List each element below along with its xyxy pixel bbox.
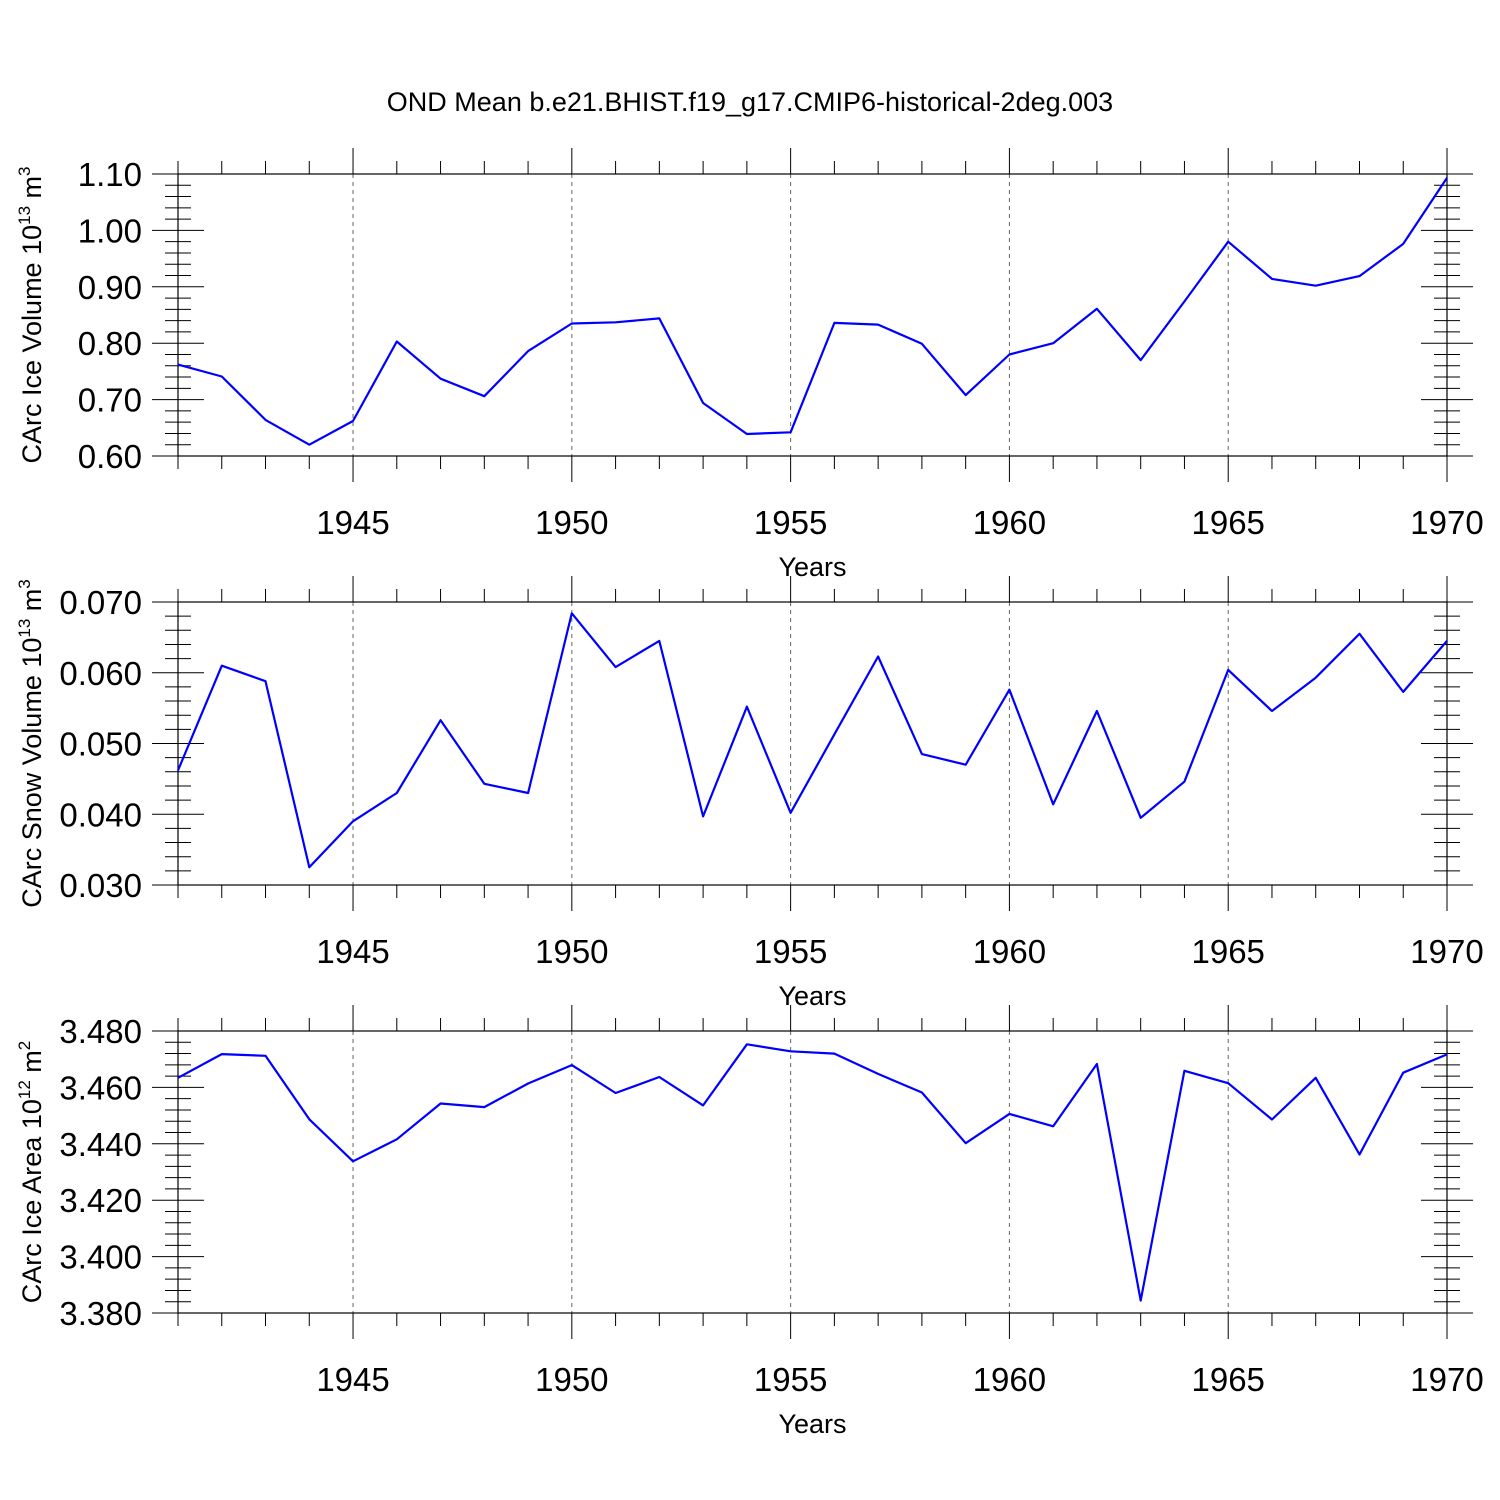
y-axis-label: CArc Ice Area 1012 m2	[15, 1041, 47, 1304]
x-tick-label-1945: 1945	[316, 1361, 389, 1398]
figure-title: OND Mean b.e21.BHIST.f19_g17.CMIP6-histo…	[387, 87, 1113, 117]
x-axis-label: Years	[778, 1409, 846, 1439]
x-tick-label-1965: 1965	[1191, 504, 1264, 541]
x-tick-label-1970: 1970	[1410, 933, 1483, 970]
x-tick-label-1965: 1965	[1191, 1361, 1264, 1398]
x-tick-label-1970: 1970	[1410, 504, 1483, 541]
x-tick-label-1960: 1960	[973, 1361, 1046, 1398]
y-tick-label-3.400: 3.400	[59, 1239, 142, 1276]
series-line-1	[177, 1043, 1448, 1302]
y-tick-label-0.050: 0.050	[59, 726, 142, 763]
plot-frame	[177, 1030, 1448, 1314]
x-axis-label: Years	[778, 981, 846, 1011]
y-tick-label-0.70: 0.70	[78, 382, 142, 419]
panel-1: 0.60 0.70 0.80 0.90 1.00 1.10 1945 1950 1955 1960…	[15, 148, 1484, 582]
x-tick-label-1960: 1960	[973, 504, 1046, 541]
x-tick-label-1945: 1945	[316, 504, 389, 541]
y-tick-label-3.460: 3.460	[59, 1069, 142, 1106]
series-line-1	[176, 612, 1448, 869]
x-tick-label-1950: 1950	[535, 933, 608, 970]
x-tick-label-1955: 1955	[754, 1361, 827, 1398]
plot-frame	[177, 173, 1448, 457]
y-tick-label-0.030: 0.030	[59, 867, 142, 904]
x-tick-label-1965: 1965	[1191, 933, 1264, 970]
y-tick-label-3.380: 3.380	[59, 1295, 142, 1332]
series-line-1	[177, 177, 1448, 446]
y-tick-label-3.440: 3.440	[59, 1126, 142, 1163]
x-axis-label: Years	[778, 552, 846, 582]
y-tick-label-0.040: 0.040	[59, 796, 142, 833]
y-tick-label-0.060: 0.060	[59, 655, 142, 692]
panel-2: 0.030 0.040 0.050 0.060 0.070 1945 1950 1955 196…	[15, 576, 1484, 1011]
y-tick-label-3.420: 3.420	[59, 1182, 142, 1219]
y-tick-label-0.070: 0.070	[59, 584, 142, 621]
x-tick-label-1950: 1950	[535, 504, 608, 541]
y-tick-label-0.90: 0.90	[78, 269, 142, 306]
y-tick-label-0.80: 0.80	[78, 325, 142, 362]
panel-3: 3.380 3.400 3.420 3.440 3.460 3.480 1945 1950 19…	[15, 1005, 1484, 1439]
y-tick-label-0.60: 0.60	[78, 438, 142, 475]
x-tick-label-1970: 1970	[1410, 1361, 1483, 1398]
y-tick-label-1.10: 1.10	[78, 156, 142, 193]
panels: 0.60 0.70 0.80 0.90 1.00 1.10 1945 1950 1955 1960…	[15, 148, 1484, 1439]
y-axis-label: CArc Ice Volume 1013 m3	[15, 166, 47, 463]
y-tick-label-1.00: 1.00	[78, 212, 142, 249]
x-tick-label-1960: 1960	[973, 933, 1046, 970]
x-tick-label-1955: 1955	[754, 504, 827, 541]
x-tick-label-1950: 1950	[535, 1361, 608, 1398]
x-tick-label-1955: 1955	[754, 933, 827, 970]
y-tick-label-3.480: 3.480	[59, 1013, 142, 1050]
x-tick-label-1945: 1945	[316, 933, 389, 970]
y-axis-label: CArc Snow Volume 1013 m3	[15, 579, 47, 908]
